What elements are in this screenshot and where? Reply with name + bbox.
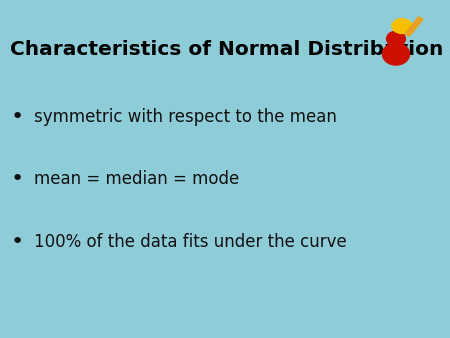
- Text: •: •: [10, 169, 24, 189]
- Text: •: •: [10, 232, 24, 252]
- Text: 100% of the data fits under the curve: 100% of the data fits under the curve: [34, 233, 346, 251]
- Ellipse shape: [387, 31, 405, 47]
- Text: •: •: [10, 106, 24, 127]
- Ellipse shape: [382, 43, 410, 65]
- Text: mean = median = mode: mean = median = mode: [34, 170, 239, 188]
- Circle shape: [392, 19, 412, 33]
- Text: symmetric with respect to the mean: symmetric with respect to the mean: [34, 107, 337, 126]
- Polygon shape: [405, 17, 423, 36]
- Text: Characteristics of Normal Distribution: Characteristics of Normal Distribution: [10, 40, 443, 59]
